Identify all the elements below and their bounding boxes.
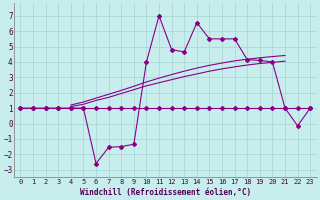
X-axis label: Windchill (Refroidissement éolien,°C): Windchill (Refroidissement éolien,°C) [80,188,251,197]
